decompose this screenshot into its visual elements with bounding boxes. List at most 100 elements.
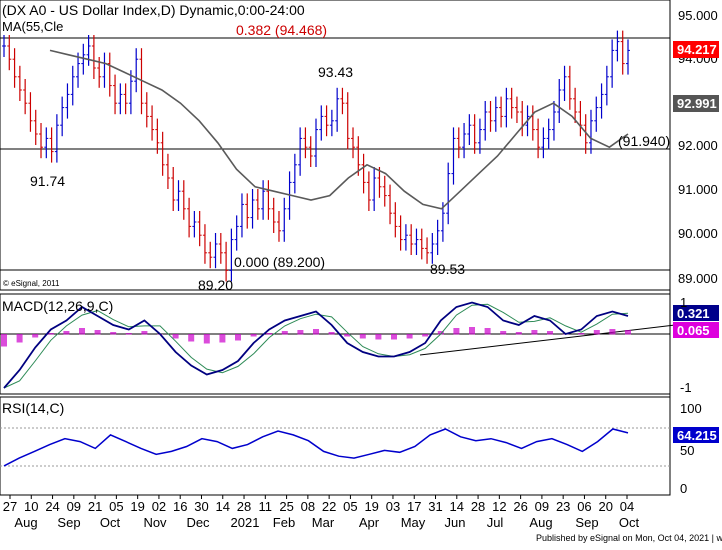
x-tick-day: 02 <box>152 499 166 514</box>
macd-histogram-bar <box>375 334 382 340</box>
macd-histogram-bar <box>281 331 288 335</box>
macd-histogram-bar <box>250 334 257 337</box>
macd-histogram-bar <box>203 334 210 344</box>
chart-title: (DX A0 - US Dollar Index,D) Dynamic,0:00… <box>2 2 305 18</box>
price-bar <box>610 39 615 88</box>
macd-histogram-bar <box>344 334 351 337</box>
macd-histogram-bar <box>500 331 507 335</box>
macd-histogram-bar <box>359 334 366 339</box>
price-bar <box>398 215 403 251</box>
price-bar <box>39 123 44 159</box>
price-bar <box>557 79 562 123</box>
x-tick-day: 11 <box>259 499 273 514</box>
price-bar <box>218 233 223 264</box>
x-tick-month: Sep <box>57 515 80 530</box>
price-bar <box>28 92 33 132</box>
rsi-legend: RSI(14,C) <box>2 400 64 416</box>
x-tick-day: 23 <box>556 499 570 514</box>
price-level-92: 92.000 <box>678 138 718 153</box>
price-bar <box>536 118 541 159</box>
x-tick-day: 19 <box>364 499 378 514</box>
price-bar <box>351 127 356 159</box>
price-bar <box>477 118 482 154</box>
price-bar <box>134 48 139 93</box>
price-bar <box>573 87 578 123</box>
price-bar <box>340 87 345 115</box>
macd-histogram-bar <box>125 333 132 335</box>
x-tick-month: Apr <box>359 515 380 530</box>
x-tick-day: 30 <box>194 499 208 514</box>
price-bar <box>239 193 244 238</box>
x-tick-day: 20 <box>598 499 612 514</box>
macd-histogram-bar <box>437 331 444 335</box>
price-bar <box>107 52 112 97</box>
price-bar <box>123 83 128 115</box>
macd-histogram-bar <box>219 334 226 343</box>
macd-histogram-bar <box>79 328 85 335</box>
price-bar <box>202 224 207 264</box>
price-bar <box>17 65 22 101</box>
price-bar <box>446 162 451 225</box>
price-bar <box>626 39 630 75</box>
x-tick-day: 04 <box>620 499 634 514</box>
price-bar <box>192 211 197 238</box>
price-bar <box>70 65 75 106</box>
price-bar <box>377 167 382 198</box>
price-bar <box>60 96 65 137</box>
price-bar <box>86 35 91 66</box>
price-bar <box>440 202 445 242</box>
x-tick-day: 14 <box>450 499 464 514</box>
price-level-90: 90.000 <box>678 226 718 241</box>
price-bar <box>91 35 96 79</box>
macd-level-1: 1 <box>680 295 687 310</box>
macd-histogram-bar <box>422 334 429 337</box>
macd-value-badge <box>673 305 719 321</box>
current-price-badge <box>673 41 719 58</box>
price-bar <box>594 96 599 132</box>
price-bar <box>292 153 297 194</box>
price-bar <box>2 35 6 57</box>
price-bar <box>197 211 202 247</box>
price-bar <box>255 189 260 220</box>
macd-trendline[interactable] <box>419 324 676 356</box>
x-tick-day: 06 <box>577 499 591 514</box>
price-bar <box>583 114 588 154</box>
price-bar <box>483 101 488 141</box>
price-bar <box>324 105 329 137</box>
price-bar <box>551 101 556 141</box>
ma-55-line <box>49 49 629 210</box>
macd-histogram-bar <box>172 334 179 339</box>
macd-histogram-bar <box>531 330 538 335</box>
annotation-89-20: 89.20 <box>198 277 233 293</box>
x-tick-month: Oct <box>100 515 121 530</box>
x-tick-day: 09 <box>535 499 549 514</box>
price-level-89: 89.000 <box>678 271 718 286</box>
annotation-89-53: 89.53 <box>430 261 465 277</box>
x-tick-month: Aug <box>529 515 552 530</box>
price-bar <box>234 215 239 251</box>
x-tick-month: Sep <box>575 515 598 530</box>
price-bar <box>372 167 377 211</box>
price-bar <box>403 224 408 251</box>
x-tick-day: 28 <box>471 499 485 514</box>
price-bar <box>456 127 461 159</box>
price-bar <box>49 127 54 163</box>
x-tick-month: May <box>401 515 426 530</box>
price-bar <box>65 83 70 119</box>
price-bar <box>388 184 393 225</box>
macd-histogram-bar <box>32 334 39 338</box>
rsi-value-text: 64.215 <box>677 428 717 443</box>
macd-histogram-bar <box>593 330 600 335</box>
price-bar <box>504 87 509 128</box>
price-bar <box>181 180 186 220</box>
macd-histogram-bar <box>266 333 273 335</box>
price-bar <box>620 30 625 75</box>
fib-zero-label: 0.000 (89.200) <box>234 254 325 270</box>
price-bar <box>514 96 519 123</box>
annotation-91-74: 91.74 <box>30 173 65 189</box>
current-price-text: 94.217 <box>677 42 717 57</box>
price-bar <box>44 127 49 159</box>
x-tick-day: 03 <box>386 499 400 514</box>
price-bar <box>229 228 234 282</box>
price-bar <box>171 167 176 211</box>
